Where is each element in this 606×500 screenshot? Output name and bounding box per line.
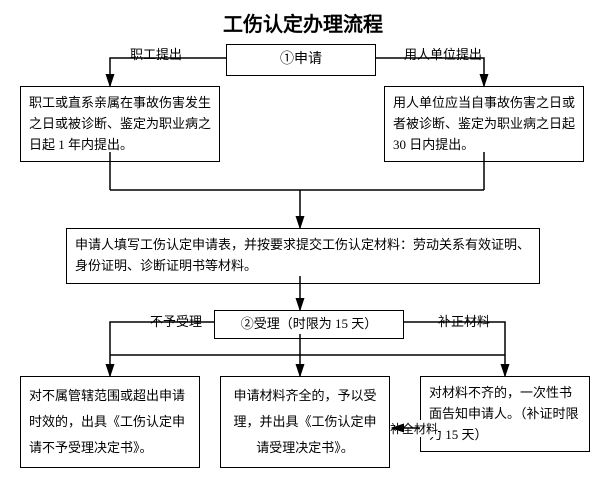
label-employee-submit: 职工提出 (130, 44, 182, 63)
page-title: 工伤认定办理流程 (0, 8, 606, 37)
node-employer: 用人单位应当自事故伤害之日或者被诊断、鉴定为职业病之日起 30 日内提出。 (384, 86, 584, 162)
node-incomplete: 对材料不齐的，一次性书面告知申请人。（补证时限为 15 天） (420, 376, 590, 452)
node-accept: ②受理（时限为 15 天） (214, 310, 404, 339)
node-employee: 职工或直系亲属在事故伤害发生之日或被诊断、鉴定为职业病之日起 1 年内提出。 (20, 86, 220, 162)
node-materials: 申请人填写工伤认定申请表，并按要求提交工伤认定材料：劳动关系有效证明、身份证明、… (66, 228, 540, 284)
node-reject: 对不属管辖范围或超出申请时效的，出具《工伤认定申请不予受理决定书》。 (20, 376, 200, 468)
label-supplement: 补正材料 (438, 311, 490, 330)
label-supplement2: 补全材料 (390, 420, 438, 437)
label-employer-submit: 用人单位提出 (404, 44, 482, 63)
node-apply: ①申请 (226, 44, 376, 76)
node-approve: 申请材料齐全的，予以受理，并出具《工伤认定申请受理决定书》。 (220, 376, 390, 468)
label-not-accepted: 不予受理 (150, 311, 202, 330)
